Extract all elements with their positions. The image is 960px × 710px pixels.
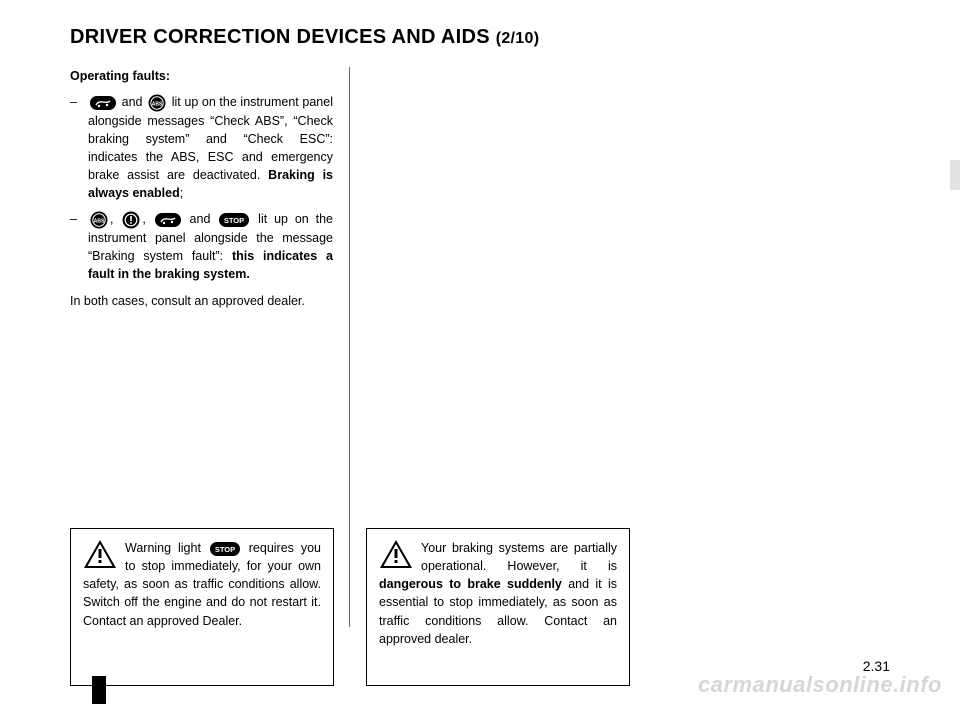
text: ; (180, 186, 183, 200)
text: and (118, 95, 146, 109)
subheading: Operating faults: (70, 67, 333, 85)
svg-text:STOP: STOP (224, 216, 244, 225)
fault-list: and ABS lit up on the in­strument panel … (70, 93, 333, 283)
fault-item-1: and ABS lit up on the in­strument panel … (70, 93, 333, 202)
warning-box-1: Warning light STOP re­quires you to stop… (70, 528, 334, 686)
svg-text:ABS: ABS (152, 101, 163, 107)
fault-item-2: ABS , , and STOP lit up on the instrumen… (70, 210, 333, 283)
columns: Operating faults: and ABS lit up on the … (70, 67, 890, 627)
skid-car-icon (90, 96, 116, 110)
page-number: 2.31 (863, 658, 890, 674)
warning-triangle-icon (83, 539, 117, 574)
warning-box-2: Your braking systems are partially opera… (366, 528, 630, 686)
stop-icon: STOP (210, 542, 240, 556)
brake-warning-icon (122, 211, 140, 229)
bold-text: dangerous to brake suddenly (379, 577, 562, 591)
page-counter: (2/10) (496, 30, 540, 47)
stop-icon: STOP (219, 213, 249, 227)
text: Your braking systems are partially opera… (421, 541, 617, 573)
text: and (183, 212, 218, 226)
text: , (110, 212, 120, 226)
abs-icon: ABS (148, 94, 166, 112)
svg-text:STOP: STOP (215, 545, 235, 554)
closing-paragraph: In both cases, consult an approved deale… (70, 292, 333, 310)
page-content: DRIVER CORRECTION DEVICES AND AIDS (2/10… (70, 26, 890, 686)
warning-triangle-icon (379, 539, 413, 574)
title-text: DRIVER CORRECTION DEVICES AND AIDS (70, 26, 490, 48)
svg-text:ABS: ABS (94, 219, 105, 225)
text: , (142, 212, 152, 226)
abs-icon: ABS (90, 211, 108, 229)
section-tab (950, 160, 960, 190)
manual-page: DRIVER CORRECTION DEVICES AND AIDS (2/10… (0, 0, 960, 710)
footer-black-tab (92, 676, 106, 704)
text: Warning light (125, 541, 208, 555)
page-title: DRIVER CORRECTION DEVICES AND AIDS (2/10… (70, 26, 890, 49)
skid-car-icon (155, 213, 181, 227)
